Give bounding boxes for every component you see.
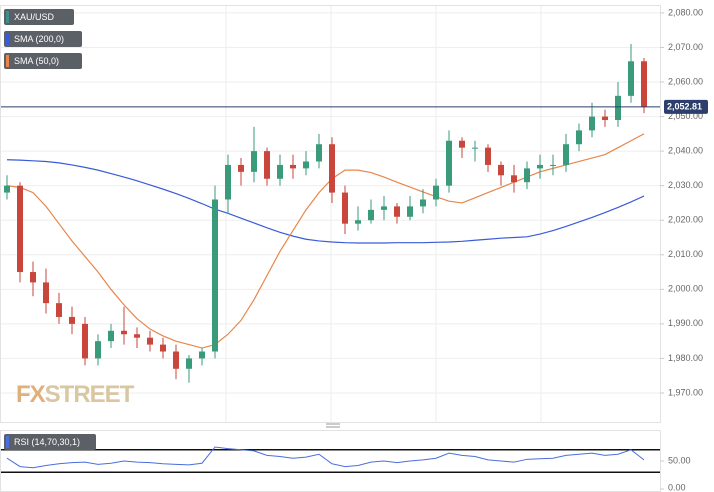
- candle-body: [524, 168, 530, 183]
- legend-label: SMA (200,0): [14, 34, 64, 44]
- candle-body: [394, 206, 400, 217]
- watermark-part: FX: [16, 381, 46, 408]
- candle-body: [134, 334, 140, 338]
- last-price-label: 2,052.81: [667, 102, 702, 112]
- y-tick-label: 1,990.00: [668, 318, 703, 328]
- candle-body: [43, 282, 49, 304]
- candle-body: [563, 144, 569, 165]
- vertical-grid: [225, 6, 542, 422]
- candle-body: [420, 199, 426, 207]
- legend-label: RSI (14,70,30,1): [14, 437, 80, 447]
- candle-body: [108, 330, 114, 342]
- watermark: FXSTREET: [16, 381, 135, 408]
- candle-body: [485, 147, 491, 165]
- candle-body: [17, 185, 23, 273]
- candle-body: [303, 161, 309, 169]
- legend-swatch: [6, 55, 9, 67]
- y-tick-label: 2,080.00: [668, 7, 703, 17]
- candle-body: [472, 147, 478, 149]
- candle-body: [82, 323, 88, 359]
- legend-box[interactable]: [4, 53, 82, 69]
- candle-body: [355, 220, 361, 224]
- candle-body: [550, 164, 556, 166]
- candle-body: [264, 151, 270, 179]
- candle-body: [329, 144, 335, 193]
- candle-body: [407, 206, 413, 217]
- rsi-panel: [0, 430, 661, 492]
- candle-body: [30, 272, 36, 283]
- y-tick-label: 2,010.00: [668, 249, 703, 259]
- y-tick-label: 2,060.00: [668, 76, 703, 86]
- candle-body: [69, 316, 75, 324]
- candle-body: [147, 337, 153, 345]
- last-price-box: [664, 99, 708, 114]
- candle-body: [277, 164, 283, 179]
- y-tick-label: 2,040.00: [668, 145, 703, 155]
- legend-box[interactable]: [4, 434, 96, 450]
- legend-label: SMA (50,0): [14, 56, 59, 66]
- sma-line: [6, 159, 645, 244]
- candle-body: [433, 185, 439, 200]
- candle-body: [316, 144, 322, 162]
- candle-body: [589, 116, 595, 131]
- y-tick-label: 2,030.00: [668, 180, 703, 190]
- panel-splitter[interactable]: [326, 423, 340, 428]
- legend-box[interactable]: [4, 9, 74, 25]
- y-tick-label: 50.00: [668, 455, 691, 465]
- legend-swatch: [6, 33, 9, 45]
- candle-body: [537, 164, 543, 169]
- rsi-line: [6, 446, 645, 469]
- candle-body: [212, 199, 218, 352]
- y-tick-label: 0.00: [668, 482, 686, 492]
- candle-body: [56, 303, 62, 317]
- candle-body: [160, 344, 166, 352]
- candle-body: [121, 330, 127, 335]
- candle-body: [641, 61, 647, 107]
- candle-body: [368, 209, 374, 221]
- y-tick-label: 1,970.00: [668, 387, 703, 397]
- y-tick-label: 2,020.00: [668, 215, 703, 225]
- candle-body: [498, 164, 504, 176]
- candle-body: [199, 351, 205, 359]
- y-tick-label: 2,070.00: [668, 42, 703, 52]
- candle-body: [251, 151, 257, 172]
- y-tick-label: 2,050.00: [668, 111, 703, 121]
- candle-body: [459, 140, 465, 148]
- candle-body: [446, 140, 452, 186]
- candle-body: [628, 61, 634, 96]
- legend-swatch: [6, 436, 9, 448]
- legend-box[interactable]: [4, 31, 82, 47]
- legend-label: XAU/USD: [14, 12, 55, 22]
- candle-body: [173, 351, 179, 369]
- candle-body: [511, 175, 517, 183]
- candle-body: [602, 116, 608, 121]
- watermark-part: STREET: [45, 381, 135, 408]
- legend-swatch: [6, 11, 9, 23]
- candle-body: [186, 358, 192, 369]
- y-tick-label: 2,000.00: [668, 284, 703, 294]
- candle-body: [4, 185, 10, 193]
- candle-body: [290, 164, 296, 169]
- candle-body: [576, 130, 582, 145]
- candle-body: [238, 164, 244, 172]
- candle-body: [615, 95, 621, 121]
- candle-body: [381, 206, 387, 210]
- candle-body: [95, 341, 101, 359]
- candle-body: [342, 192, 348, 224]
- sma-line: [6, 133, 645, 349]
- y-tick-label: 1,980.00: [668, 353, 703, 363]
- candle-body: [225, 164, 231, 200]
